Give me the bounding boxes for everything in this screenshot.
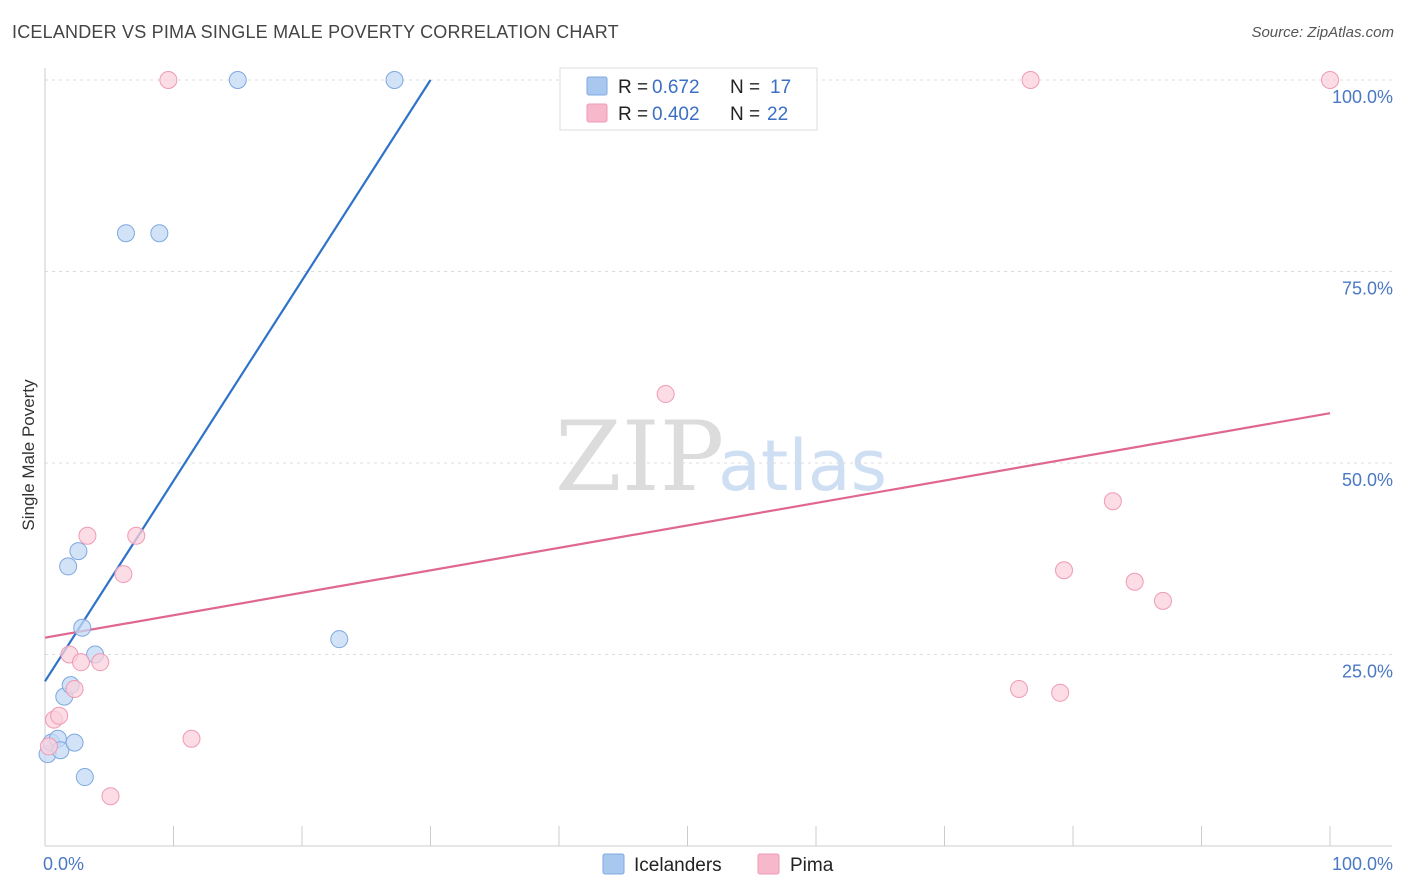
y-tick-label: 75.0% bbox=[1342, 279, 1393, 299]
point-icelanders bbox=[116, 224, 135, 243]
trend-line-icelanders bbox=[44, 79, 432, 682]
point-pima bbox=[1321, 71, 1339, 89]
point-pima bbox=[182, 729, 201, 748]
y-tick-label: 100.0% bbox=[1332, 87, 1393, 107]
data-points bbox=[38, 71, 1339, 806]
point-pima bbox=[65, 679, 84, 698]
legend-n-value-icelanders: 17 bbox=[770, 77, 791, 98]
x-tick-label: 100.0% bbox=[1332, 854, 1393, 874]
watermark-atlas: atlas bbox=[718, 425, 887, 507]
point-pima bbox=[1021, 71, 1040, 89]
legend-r-value-icelanders: 0.672 bbox=[652, 77, 700, 98]
bottom-legend-label-icelanders: Icelanders bbox=[634, 855, 722, 876]
legend-r-label: R = bbox=[618, 104, 648, 125]
tick-labels: 25.0% 50.0% 75.0% 100.0% 0.0% 100.0% bbox=[43, 87, 1393, 874]
axes bbox=[44, 68, 1392, 847]
trend-line-pima bbox=[44, 412, 1331, 639]
chart-title: ICELANDER VS PIMA SINGLE MALE POVERTY CO… bbox=[12, 22, 619, 42]
point-pima bbox=[159, 71, 178, 89]
point-icelanders bbox=[65, 733, 84, 752]
point-pima bbox=[1103, 492, 1122, 511]
point-pima bbox=[1125, 572, 1144, 591]
point-icelanders bbox=[150, 224, 169, 243]
point-pima bbox=[127, 526, 146, 545]
legend-n-label: N = bbox=[730, 77, 760, 98]
point-pima bbox=[101, 787, 120, 806]
legend-r-value-pima: 0.402 bbox=[652, 104, 700, 125]
point-pima bbox=[1010, 679, 1029, 698]
point-pima bbox=[78, 526, 97, 545]
source-label: Source: ZipAtlas.com bbox=[1251, 24, 1394, 41]
point-pima bbox=[1153, 591, 1172, 610]
point-icelanders bbox=[73, 618, 92, 637]
point-pima bbox=[39, 737, 58, 756]
point-pima bbox=[50, 706, 69, 725]
point-icelanders bbox=[59, 557, 78, 576]
bottom-legend-swatch-pima bbox=[757, 853, 780, 875]
y-axis-label: Single Male Poverty bbox=[19, 379, 38, 531]
legend-swatch-pima bbox=[586, 103, 608, 123]
bottom-legend: Icelanders Pima bbox=[602, 853, 834, 876]
watermark-zip: ZIP bbox=[555, 401, 724, 513]
legend-swatch-icelanders bbox=[586, 76, 608, 96]
point-icelanders bbox=[330, 630, 349, 649]
point-icelanders bbox=[75, 768, 94, 787]
point-pima bbox=[1051, 683, 1070, 702]
legend-box: R = 0.672 N = 17 R = 0.402 N = 22 bbox=[559, 67, 818, 131]
y-tick-label: 50.0% bbox=[1342, 470, 1393, 490]
bottom-legend-swatch-icelanders bbox=[602, 853, 625, 875]
trend-lines bbox=[44, 79, 1331, 682]
point-icelanders bbox=[385, 71, 404, 89]
legend-n-value-pima: 22 bbox=[767, 104, 788, 125]
point-icelanders bbox=[228, 71, 247, 89]
point-pima bbox=[114, 565, 133, 584]
x-tick-label: 0.0% bbox=[43, 854, 84, 874]
y-tick-label: 25.0% bbox=[1342, 662, 1393, 682]
bottom-legend-label-pima: Pima bbox=[790, 855, 834, 876]
point-icelanders bbox=[69, 542, 88, 561]
legend-r-label: R = bbox=[618, 77, 648, 98]
point-pima bbox=[71, 653, 90, 672]
legend-n-label: N = bbox=[730, 104, 760, 125]
point-pima bbox=[91, 653, 110, 672]
point-pima bbox=[656, 385, 675, 404]
point-pima bbox=[1055, 561, 1074, 580]
